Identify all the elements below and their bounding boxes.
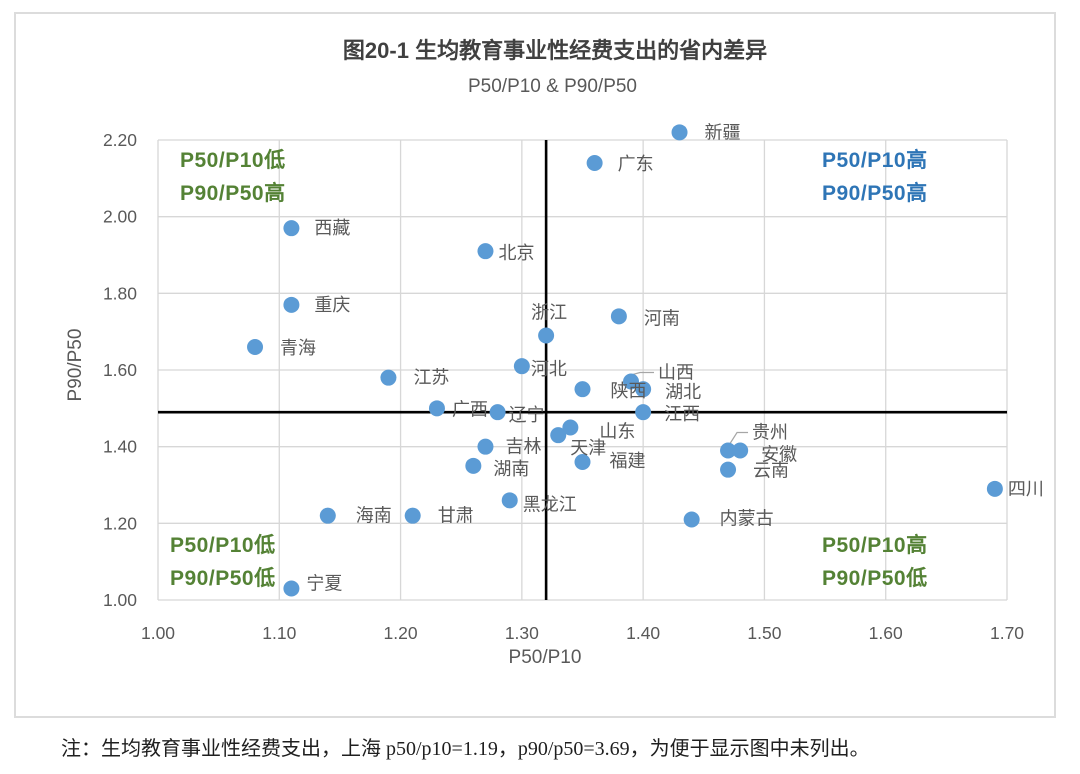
x-axis-title: P50/P10 <box>508 647 582 668</box>
data-point-label: 天津 <box>570 438 606 458</box>
data-point <box>477 438 494 455</box>
data-point-label: 山东 <box>599 422 635 442</box>
data-point <box>477 243 494 260</box>
data-point-label: 新疆 <box>705 122 741 142</box>
data-point <box>720 461 737 478</box>
x-tick-label: 1.30 <box>505 623 539 643</box>
data-point-label: 广东 <box>618 154 654 174</box>
data-point <box>574 381 591 398</box>
data-point <box>319 507 336 524</box>
chart-title: 图20-1 生均教育事业性经费支出的省内差异 <box>342 38 768 63</box>
quadrant-label-bottom-left: P50/P10低 P90/P50低 <box>170 529 276 595</box>
data-point <box>550 427 567 444</box>
quadrant-label-line: P50/P10低 <box>170 534 276 557</box>
data-point-label: 广西 <box>452 399 488 419</box>
x-tick-label: 1.60 <box>869 623 903 643</box>
data-point-label: 内蒙古 <box>720 509 774 529</box>
y-tick-label: 1.40 <box>103 437 137 457</box>
data-point <box>586 155 603 171</box>
data-point <box>380 369 397 386</box>
quadrant-label-line: P90/P50低 <box>170 567 276 590</box>
quadrant-label-top-left: P50/P10低 P90/P50高 <box>180 144 286 210</box>
data-point-label: 贵州 <box>752 423 788 443</box>
data-point <box>562 419 579 436</box>
quadrant-label-line: P50/P10高 <box>822 149 928 172</box>
y-tick-label: 1.60 <box>103 360 137 380</box>
quadrant-label-top-right: P50/P10高 P90/P50高 <box>822 144 928 210</box>
data-point <box>247 339 264 355</box>
label-leader-line <box>729 431 749 444</box>
data-point <box>635 381 652 398</box>
quadrant-label-bottom-right: P50/P10高 P90/P50低 <box>822 529 928 595</box>
x-tick-label: 1.70 <box>990 623 1024 643</box>
data-point-label: 黑龙江 <box>523 494 577 514</box>
data-point <box>513 358 530 375</box>
data-point-label: 辽宁 <box>509 405 545 425</box>
quadrant-label-line: P90/P50低 <box>822 567 928 590</box>
quadrant-label-line: P50/P10低 <box>180 149 286 172</box>
y-tick-label: 1.80 <box>103 283 137 303</box>
data-point <box>623 373 640 390</box>
data-point <box>986 480 1003 497</box>
y-axis-title: P90/P50 <box>65 328 86 402</box>
data-point <box>283 580 300 597</box>
data-point <box>610 308 627 325</box>
data-point <box>538 327 555 344</box>
data-point-label: 西藏 <box>314 218 350 238</box>
y-tick-label: 2.20 <box>103 130 137 150</box>
data-point-label: 北京 <box>498 243 534 263</box>
data-point-label: 湖北 <box>665 382 701 402</box>
data-point <box>732 442 749 459</box>
data-point-label: 安徽 <box>761 445 797 465</box>
y-tick-label: 1.00 <box>103 590 137 610</box>
x-tick-label: 1.20 <box>384 623 418 643</box>
data-point-label: 山西 <box>658 363 694 383</box>
data-point-label: 福建 <box>610 451 646 471</box>
data-point <box>720 442 737 459</box>
chart-subtitle: P50/P10 & P90/P50 <box>467 76 637 97</box>
data-point-label: 陕西 <box>611 381 647 401</box>
quadrant-label-line: P90/P50高 <box>822 182 928 205</box>
data-point-label: 河南 <box>644 308 680 328</box>
data-point <box>428 400 445 417</box>
data-point <box>635 404 652 421</box>
data-point <box>283 296 300 313</box>
quadrant-label-line: P90/P50高 <box>180 182 286 205</box>
data-point <box>465 457 482 474</box>
data-point <box>683 511 700 528</box>
x-tick-label: 1.00 <box>141 623 175 643</box>
data-point <box>671 124 688 141</box>
data-point-label: 青海 <box>280 338 316 358</box>
data-point-label: 江苏 <box>413 368 449 388</box>
data-point-label: 浙江 <box>531 303 567 323</box>
data-point <box>283 220 300 237</box>
x-tick-label: 1.40 <box>626 623 660 643</box>
data-point-label: 湖南 <box>493 459 529 479</box>
data-point <box>574 454 591 470</box>
data-point-label: 重庆 <box>314 295 350 315</box>
label-leader-line <box>632 371 655 376</box>
data-point-label: 江西 <box>664 404 700 424</box>
data-point-label: 海南 <box>356 506 392 526</box>
data-point <box>489 404 506 421</box>
x-tick-label: 1.10 <box>262 623 296 643</box>
data-point-label: 云南 <box>753 461 789 481</box>
x-tick-label: 1.50 <box>747 623 781 643</box>
data-point-label: 河北 <box>531 359 567 379</box>
data-point <box>404 507 421 524</box>
data-point-label: 四川 <box>1008 479 1044 499</box>
data-point-label: 宁夏 <box>306 574 342 594</box>
footnote: 注：生均教育事业性经费支出，上海 p50/p10=1.19，p90/p50=3.… <box>61 738 870 760</box>
y-tick-label: 2.00 <box>103 207 137 227</box>
data-point <box>501 492 518 509</box>
quadrant-label-line: P50/P10高 <box>822 534 928 557</box>
data-point-label: 甘肃 <box>438 506 474 526</box>
data-point-label: 吉林 <box>505 437 541 457</box>
y-tick-label: 1.20 <box>103 513 137 533</box>
